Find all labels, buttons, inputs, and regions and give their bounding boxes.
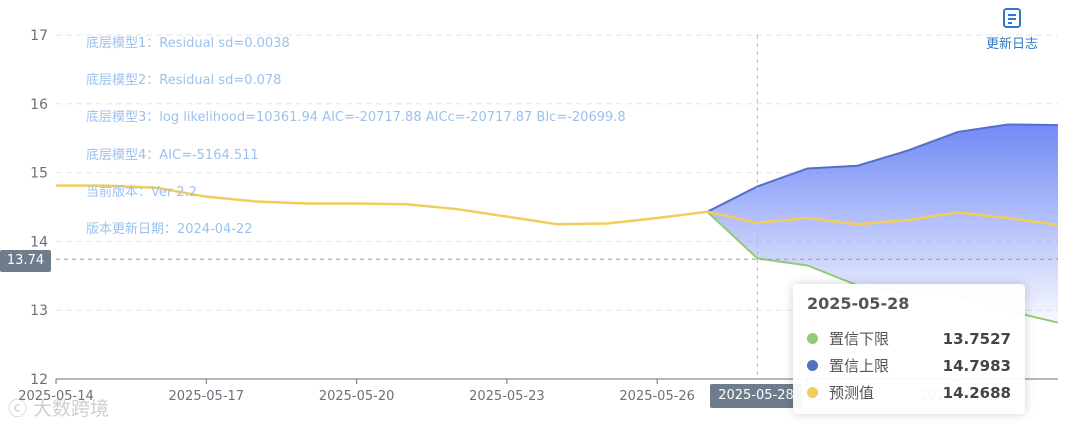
tooltip-row: 预测值 14.2688 — [807, 379, 1011, 406]
watermark: ⓒ 大数跨境 — [8, 394, 109, 421]
annotation-model-2: 底层模型2：Residual sd=0.078 — [86, 73, 282, 88]
watermark-logo-icon: ⓒ — [8, 398, 34, 420]
tooltip: 2025-05-28 置信下限 13.7527 置信上限 14.7983 预测值… — [793, 284, 1025, 414]
x-tick-label: 2025-05-23 — [469, 389, 545, 404]
crosshair-x-label: 2025-05-28 — [710, 384, 802, 408]
tooltip-row: 置信下限 13.7527 — [807, 325, 1011, 352]
tooltip-series-name: 预测值 — [829, 384, 875, 402]
series-line-upper — [706, 123, 1059, 213]
crosshair — [56, 35, 1058, 379]
tooltip-series-value: 14.7983 — [942, 356, 1011, 375]
legend-dot-upper — [807, 360, 818, 371]
legend-dot-forecast — [807, 387, 818, 398]
tooltip-series-name: 置信下限 — [829, 330, 890, 348]
y-tick-label: 17 — [30, 28, 48, 44]
annotation-version: 当前版本：Ver 2.2 — [86, 185, 198, 200]
tooltip-series-name: 置信上限 — [829, 357, 890, 375]
changelog-label: 更新日志 — [985, 37, 1038, 52]
changelog-button[interactable]: 更新日志 — [982, 8, 1042, 52]
annotation-model-4: 底层模型4：AIC=-5164.511 — [86, 148, 259, 163]
x-tick-label: 2025-05-14 — [18, 389, 94, 404]
watermark-text: 大数跨境 — [33, 398, 110, 420]
annotation-model-1: 底层模型1：Residual sd=0.0038 — [86, 36, 290, 51]
x-tick-label: 2025-05-26 — [619, 389, 695, 404]
tooltip-series-value: 14.2688 — [942, 383, 1011, 402]
tooltip-title: 2025-05-28 — [807, 294, 910, 313]
tooltip-row: 置信上限 14.7983 — [807, 352, 1011, 379]
annotation-model-3: 底层模型3：log likelihood=10361.94 AIC=-20717… — [86, 110, 626, 125]
document-icon — [1002, 8, 1022, 28]
y-tick-label: 16 — [30, 97, 48, 113]
series-line-forecast — [56, 184, 1059, 227]
x-tick-label: 2025-05-17 — [169, 389, 245, 404]
crosshair-y-label: 13.74 — [0, 250, 51, 272]
y-axis: 12 13 14 15 16 17 — [30, 28, 48, 388]
y-tick-label: 15 — [30, 166, 48, 182]
y-tick-label: 12 — [30, 372, 48, 388]
tooltip-series-value: 13.7527 — [942, 329, 1011, 348]
annotation-update-date: 版本更新日期：2024-04-22 — [86, 222, 253, 237]
y-tick-label: 13 — [30, 303, 48, 319]
y-tick-label: 14 — [30, 234, 48, 250]
x-tick-label: 2025-05-20 — [319, 389, 395, 404]
legend-dot-lower — [807, 333, 818, 344]
